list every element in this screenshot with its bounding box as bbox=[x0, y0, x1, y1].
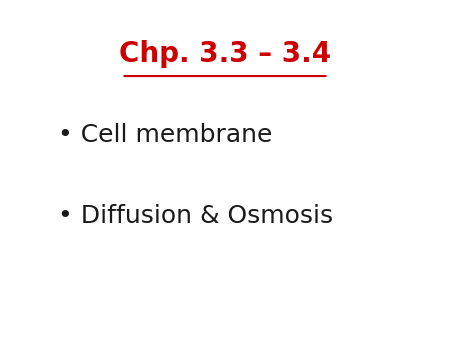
Text: Chp. 3.3 – 3.4: Chp. 3.3 – 3.4 bbox=[119, 40, 331, 68]
Text: • Cell membrane: • Cell membrane bbox=[58, 123, 273, 147]
Text: • Diffusion & Osmosis: • Diffusion & Osmosis bbox=[58, 204, 333, 228]
